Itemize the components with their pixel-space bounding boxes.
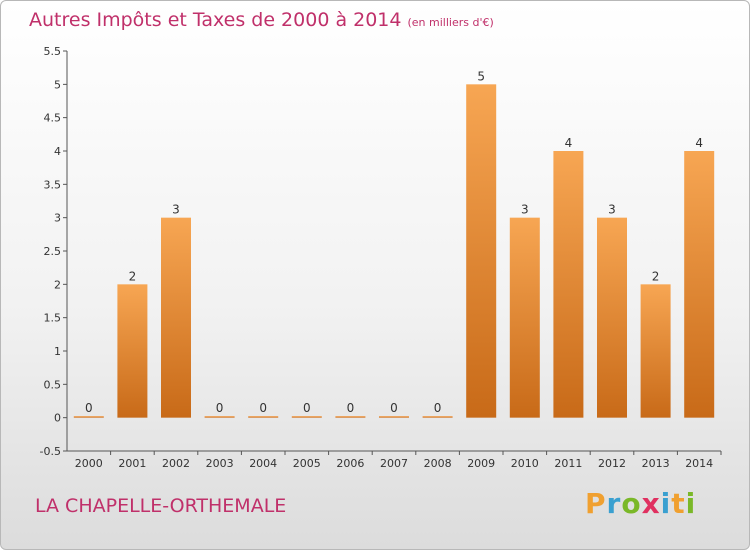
title-text: Autres Impôts et Taxes de 2000 à 2014 bbox=[29, 9, 402, 31]
data-label: 3 bbox=[172, 203, 180, 217]
data-label: 0 bbox=[390, 401, 398, 415]
bar bbox=[466, 84, 497, 418]
x-tick-label: 2011 bbox=[554, 457, 582, 470]
x-tick-label: 2008 bbox=[424, 457, 452, 470]
y-tick-label: 3.5 bbox=[44, 178, 62, 191]
logo-letter: r bbox=[606, 487, 622, 520]
bar bbox=[553, 151, 584, 418]
x-tick-label: 2013 bbox=[642, 457, 670, 470]
bar bbox=[597, 217, 627, 418]
data-label: 0 bbox=[303, 401, 311, 415]
data-label: 2 bbox=[652, 269, 660, 283]
y-tick-label: 1 bbox=[54, 345, 61, 358]
x-tick-label: 2001 bbox=[118, 457, 146, 470]
bar bbox=[509, 217, 540, 418]
data-label: 3 bbox=[521, 203, 529, 217]
x-tick-label: 2005 bbox=[293, 457, 321, 470]
data-label: 3 bbox=[608, 203, 616, 217]
logo-letter: x bbox=[641, 487, 661, 520]
x-tick-label: 2012 bbox=[598, 457, 626, 470]
x-tick-label: 2006 bbox=[336, 457, 364, 470]
x-tick-label: 2000 bbox=[75, 457, 103, 470]
commune-name: LA CHAPELLE-ORTHEMALE bbox=[35, 495, 287, 517]
bar bbox=[291, 416, 322, 418]
x-tick-label: 2010 bbox=[511, 457, 539, 470]
x-tick-label: 2003 bbox=[206, 457, 234, 470]
logo-letter: t bbox=[671, 487, 686, 520]
x-tick-label: 2009 bbox=[467, 457, 495, 470]
y-tick-label: 5 bbox=[54, 78, 61, 91]
logo-letter: i bbox=[685, 487, 697, 520]
y-tick-label: 2 bbox=[54, 278, 61, 291]
x-tick-label: 2004 bbox=[249, 457, 277, 470]
logo-letter: o bbox=[621, 487, 642, 520]
bar bbox=[684, 151, 715, 418]
bar bbox=[73, 416, 104, 418]
proxiti-logo[interactable]: Proxiti bbox=[585, 487, 696, 520]
y-tick-label: -0.5 bbox=[40, 445, 61, 458]
y-tick-label: 4 bbox=[54, 145, 61, 158]
y-tick-label: 4.5 bbox=[44, 112, 62, 125]
bar bbox=[248, 416, 279, 418]
logo-letter: i bbox=[660, 487, 672, 520]
y-tick-label: 3 bbox=[54, 212, 61, 225]
bar bbox=[335, 416, 366, 418]
chart-title: Autres Impôts et Taxes de 2000 à 2014 (en… bbox=[29, 9, 494, 31]
data-label: 0 bbox=[85, 401, 93, 415]
bar bbox=[204, 416, 235, 418]
bar bbox=[422, 416, 453, 418]
data-label: 0 bbox=[347, 401, 355, 415]
logo-letter: P bbox=[585, 487, 607, 520]
unit-label: (en milliers d'€) bbox=[407, 16, 494, 29]
data-label: 2 bbox=[129, 269, 137, 283]
y-tick-label: 2.5 bbox=[44, 245, 62, 258]
x-tick-label: 2014 bbox=[685, 457, 713, 470]
data-label: 4 bbox=[695, 136, 703, 150]
x-tick-label: 2002 bbox=[162, 457, 190, 470]
data-label: 0 bbox=[434, 401, 442, 415]
data-label: 0 bbox=[259, 401, 267, 415]
bar bbox=[640, 284, 671, 418]
y-tick-label: 0.5 bbox=[44, 378, 62, 391]
y-tick-label: 5.5 bbox=[44, 45, 62, 58]
x-tick-label: 2007 bbox=[380, 457, 408, 470]
data-label: 4 bbox=[565, 136, 573, 150]
data-label: 5 bbox=[477, 69, 485, 83]
bar bbox=[379, 416, 409, 418]
data-label: 0 bbox=[216, 401, 224, 415]
y-tick-label: 1.5 bbox=[44, 312, 62, 325]
bar bbox=[117, 284, 148, 418]
y-tick-label: 0 bbox=[54, 412, 61, 425]
bar bbox=[161, 217, 191, 418]
